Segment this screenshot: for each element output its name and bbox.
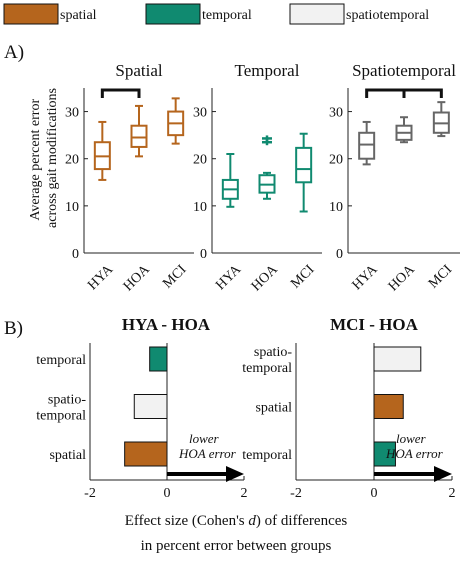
box-iqr — [130, 124, 148, 148]
spatiotemporal-ytick-label: 30 — [329, 106, 343, 121]
spatial-boxplot-panel: Spatial 0 10 20 30 HYA HOA MCI — [65, 61, 194, 294]
box-iqr — [295, 146, 313, 184]
temporal-xtick-label: HYA — [213, 262, 245, 294]
legend-item-temporal: temporal — [145, 3, 252, 25]
temporal-box-hya — [221, 153, 239, 208]
effect-panel-title: MCI - HOA — [330, 315, 419, 334]
spatial-ytick-label: 10 — [65, 200, 79, 215]
temporal-ytick-label: 30 — [193, 106, 207, 121]
temporal-ytick-label: 10 — [193, 200, 207, 215]
effect-bar-spatiotemporal — [133, 394, 168, 419]
legend-item-spatiotemporal: spatiotemporal — [289, 3, 429, 25]
temporal-boxplot-panel: Temporal 0 10 20 30 HYA HOA MCI — [193, 61, 322, 294]
spatiotemporal-box-hya — [358, 120, 376, 166]
spatiotemporal-xtick-label: MCI — [426, 262, 456, 292]
effect-bar-spatiotemporal — [373, 346, 422, 372]
effect-arrow-head — [226, 466, 244, 482]
effect-xtick-label: 0 — [371, 486, 378, 501]
effect-arrow-note: lower HOA error — [178, 431, 237, 461]
spatial-box-hya — [93, 120, 111, 181]
temporal-box-hoa — [258, 135, 276, 200]
spatiotemporal-xtick-label: HOA — [386, 262, 419, 295]
spatial-ytick-label: 0 — [72, 247, 79, 262]
spatiotemporal-boxplot-panel: Spatiotemporal 0 10 20 30 HYA HOA MCI — [329, 61, 460, 294]
legend-label-temporal: temporal — [202, 8, 252, 23]
effect-bar-spatial — [373, 394, 404, 419]
spatiotemporal-xtick-label: HYA — [350, 262, 382, 294]
effect-xtick-label: 2 — [449, 486, 456, 501]
legend-label-spatiotemporal: spatiotemporal — [346, 8, 429, 23]
panel-a-ylabel-line1: Average percent error — [28, 99, 43, 221]
section-label-b: B) — [4, 318, 23, 339]
panel-a-ylabel-line2: across gait modifications — [45, 88, 60, 228]
spatial-panel-title: Spatial — [115, 61, 162, 80]
effect-xtick-label: -2 — [84, 486, 96, 501]
mci-hoa-effect-panel: MCI - HOA -2 0 2 spatio-temporal spatial tempo… — [242, 315, 455, 501]
spatiotemporal-significance-bracket — [402, 88, 443, 98]
effect-xtick-label: 0 — [164, 486, 171, 501]
spatial-xtick-label: MCI — [160, 262, 190, 292]
spatiotemporal-box-mci — [432, 101, 450, 138]
panel-b-xlabel-line2: in percent error between groups — [141, 538, 332, 554]
legend-swatch-spatial — [3, 3, 59, 25]
panel-b-xlabel-line1: Effect size (Cohen's d) of differences — [125, 513, 348, 529]
spatiotemporal-significance-bracket — [365, 88, 406, 98]
spatial-ytick-label: 30 — [65, 106, 79, 121]
spatial-box-hoa — [130, 104, 148, 158]
effect-bar-spatial — [124, 441, 168, 467]
temporal-xtick-label: HOA — [249, 262, 282, 295]
legend-label-spatial: spatial — [60, 8, 97, 23]
effect-category-label: spatial — [255, 401, 292, 416]
spatial-xtick-label: HOA — [121, 262, 154, 295]
temporal-box-mci — [295, 132, 313, 213]
effect-category-label: spatio-temporal — [242, 345, 292, 376]
spatiotemporal-panel-title: Spatiotemporal — [352, 61, 456, 80]
legend-item-spatial: spatial — [3, 3, 97, 25]
temporal-ytick-label: 0 — [200, 247, 207, 262]
effect-category-label: temporal — [242, 448, 292, 463]
spatiotemporal-ytick-label: 0 — [336, 247, 343, 262]
effect-arrow-note: lower HOA error — [385, 431, 444, 461]
effect-bar-temporal — [373, 441, 396, 467]
spatial-xtick-label: HYA — [85, 262, 117, 294]
effect-xtick-label: -2 — [290, 486, 302, 501]
spatial-box-mci — [167, 97, 185, 145]
effect-arrow-head — [434, 466, 452, 482]
spatial-ytick-label: 20 — [65, 153, 79, 168]
section-label-a: A) — [4, 42, 24, 63]
effect-category-label: temporal — [36, 353, 86, 368]
legend-swatch-spatiotemporal — [289, 3, 345, 25]
effect-category-label: spatio-temporal — [36, 393, 86, 424]
effect-panel-title: HYA - HOA — [122, 315, 211, 334]
legend: spatial temporal spatiotemporal — [3, 3, 429, 25]
legend-swatch-temporal — [145, 3, 201, 25]
effect-category-label: spatial — [49, 448, 86, 463]
spatiotemporal-ytick-label: 10 — [329, 200, 343, 215]
temporal-ytick-label: 20 — [193, 153, 207, 168]
effect-bar-temporal — [149, 346, 168, 372]
spatiotemporal-box-hoa — [395, 116, 413, 144]
box-iqr — [358, 131, 376, 160]
panel-a-ylabel: Average percent error across gait modifi… — [28, 88, 60, 228]
temporal-panel-title: Temporal — [235, 61, 300, 80]
temporal-xtick-label: MCI — [288, 262, 318, 292]
hya-hoa-effect-panel: HYA - HOA -2 0 2 temporal spatio-temporal spat… — [36, 315, 247, 501]
spatial-significance-bracket — [100, 88, 141, 98]
spatiotemporal-ytick-label: 20 — [329, 153, 343, 168]
effect-xtick-label: 2 — [241, 486, 248, 501]
